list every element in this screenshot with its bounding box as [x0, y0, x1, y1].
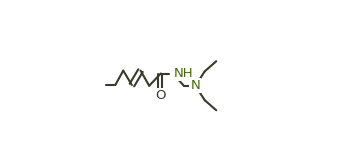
Text: O: O: [155, 89, 166, 102]
Text: N: N: [191, 79, 200, 92]
Text: NH: NH: [174, 67, 193, 80]
